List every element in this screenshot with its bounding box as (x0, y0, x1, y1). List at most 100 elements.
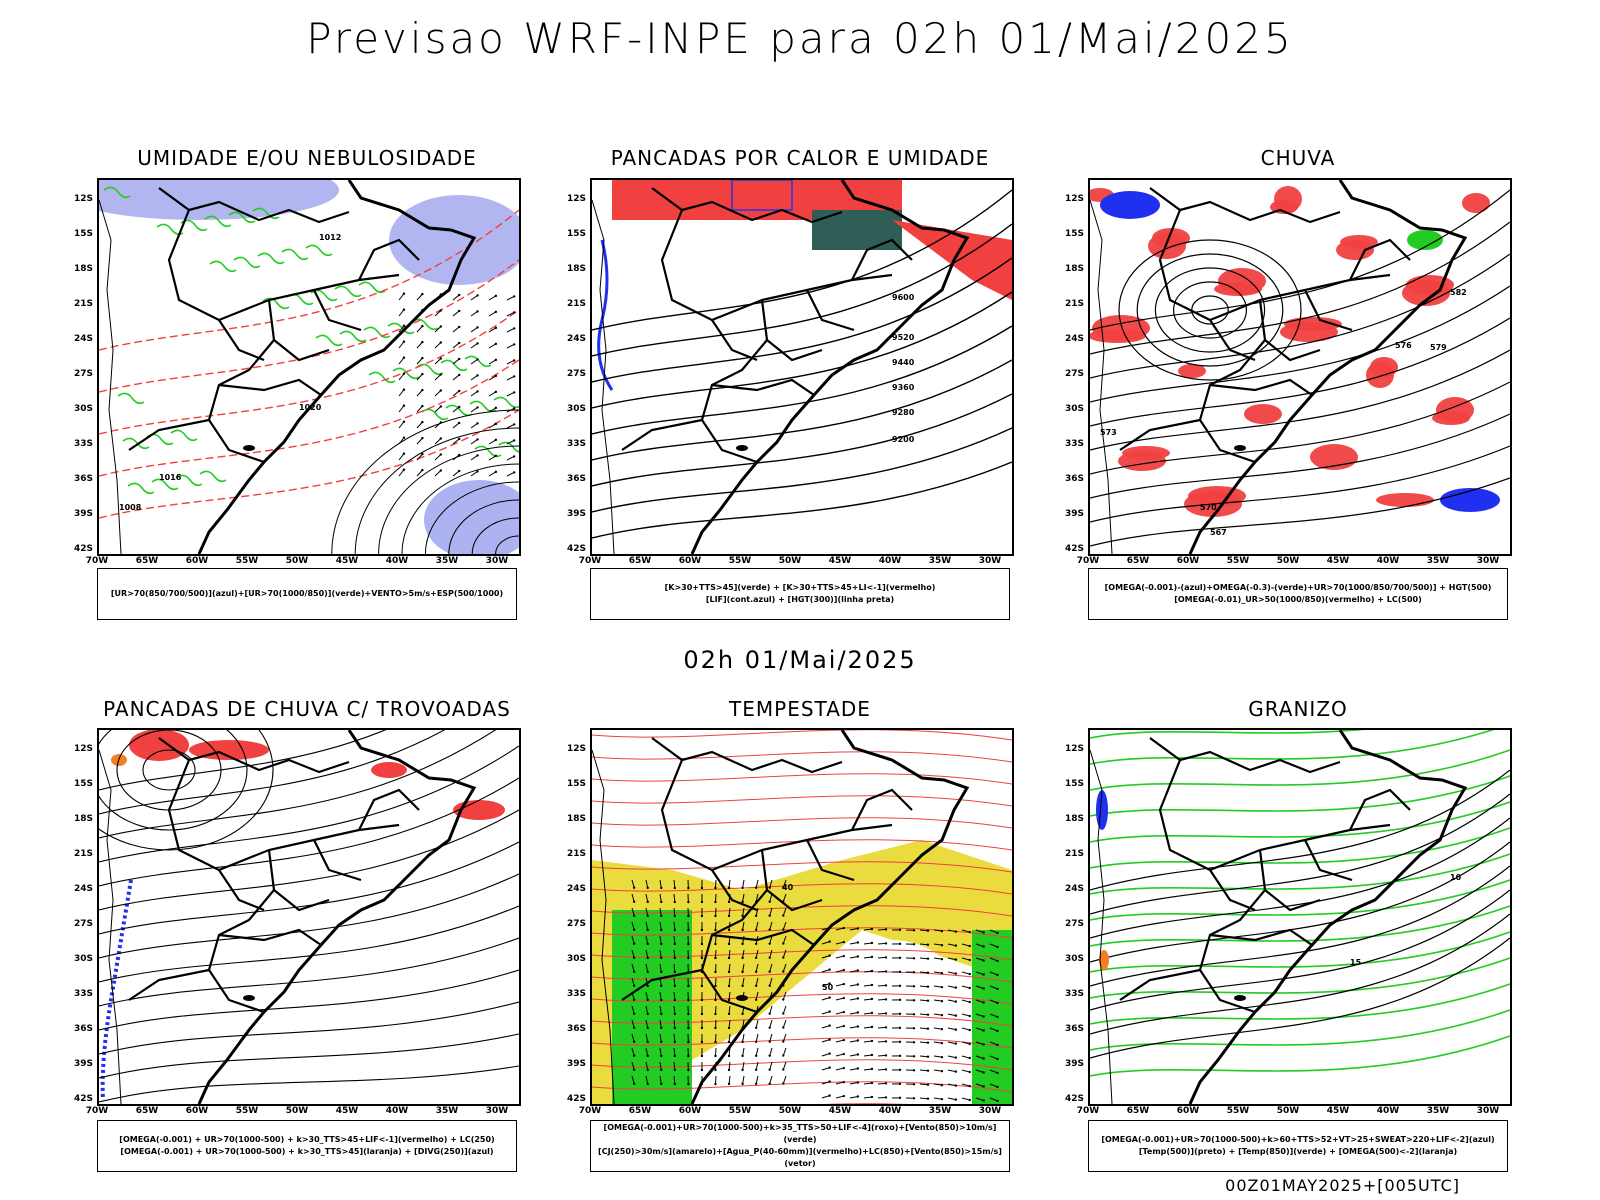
lon-tick-label: 70W (578, 556, 602, 566)
legend-line: [LIF](cont.azul) + [HGT(300)](linha pret… (705, 595, 895, 604)
lon-tick-label: 65W (628, 556, 652, 566)
lon-tick-label: 35W (928, 556, 952, 566)
panel-legend: [UR>70(850/700/500)](azul)+[UR>70(1000/8… (97, 568, 517, 620)
contour-label: 40 (782, 883, 794, 892)
lat-tick-label: 30S (73, 954, 93, 964)
lat-tick-label: 15S (1064, 229, 1084, 239)
lon-tick-label: 35W (435, 1106, 459, 1116)
lon-tick-label: 35W (435, 556, 459, 566)
panel-title: CHUVA (1260, 146, 1336, 170)
contour-label: 9600 (892, 293, 915, 302)
lat-tick-label: 21S (73, 849, 93, 859)
lat-tick-label: 42S (566, 1094, 586, 1104)
lon-tick-label: 55W (1226, 556, 1250, 566)
panel-title: TEMPESTADE (729, 697, 871, 721)
main-title: Previsao WRF-INPE para 02h 01/Mai/2025 (306, 14, 1294, 63)
lat-tick-label: 15S (73, 229, 93, 239)
lon-tick-label: 70W (578, 1106, 602, 1116)
panel-title: PANCADAS POR CALOR E UMIDADE (610, 146, 990, 170)
weather-map (97, 728, 521, 1106)
lat-tick-label: 12S (1064, 194, 1084, 204)
lon-tick-label: 70W (1076, 1106, 1100, 1116)
lat-tick-label: 12S (73, 744, 93, 754)
contour-label: 579 (1430, 343, 1447, 352)
lat-tick-label: 27S (73, 919, 93, 929)
lat-tick-label: 27S (73, 369, 93, 379)
panel-title: GRANIZO (1248, 697, 1348, 721)
lon-tick-label: 45W (335, 556, 359, 566)
lon-tick-label: 30W (485, 1106, 509, 1116)
lat-tick-label: 12S (1064, 744, 1084, 754)
weather-map: 9600 9520 9440 9360 9280 9200 (590, 178, 1014, 556)
contour-label: 1012 (319, 233, 341, 242)
lat-tick-label: 18S (566, 264, 586, 274)
lat-tick-label: 33S (1064, 439, 1084, 449)
lat-tick-label: 33S (1064, 989, 1084, 999)
lon-tick-label: 35W (1426, 556, 1450, 566)
lon-tick-label: 60W (1176, 556, 1200, 566)
lon-tick-label: 40W (878, 1106, 902, 1116)
lat-tick-label: 39S (73, 1059, 93, 1069)
lat-tick-label: 21S (566, 299, 586, 309)
lon-tick-label: 45W (1326, 1106, 1350, 1116)
lat-tick-label: 33S (73, 439, 93, 449)
lat-tick-label: 18S (566, 814, 586, 824)
map-graphic: 40 50 (592, 730, 1012, 1104)
lat-tick-label: 39S (73, 509, 93, 519)
lon-tick-label: 70W (85, 1106, 109, 1116)
contour-label: 582 (1450, 288, 1467, 297)
lat-tick-label: 27S (1064, 919, 1084, 929)
lat-tick-label: 39S (566, 1059, 586, 1069)
lon-tick-label: 50W (1276, 1106, 1300, 1116)
lat-tick-label: 30S (566, 404, 586, 414)
lon-tick-label: 30W (1476, 1106, 1500, 1116)
lat-tick-label: 42S (1064, 544, 1084, 554)
lat-tick-label: 24S (566, 334, 586, 344)
contour-label: 1016 (159, 473, 182, 482)
lon-tick-label: 40W (385, 1106, 409, 1116)
lat-tick-label: 24S (566, 884, 586, 894)
lat-tick-label: 33S (566, 439, 586, 449)
lon-tick-label: 30W (978, 556, 1002, 566)
weather-map: 1012 1016 1020 1008 (97, 178, 521, 556)
panel-title: PANCADAS DE CHUVA C/ TROVOADAS (103, 697, 511, 721)
lat-tick-label: 18S (73, 264, 93, 274)
contour-label: 567 (1210, 528, 1227, 537)
lat-tick-label: 15S (566, 779, 586, 789)
lon-tick-label: 45W (828, 556, 852, 566)
lat-tick-label: 12S (566, 194, 586, 204)
lat-tick-label: 33S (73, 989, 93, 999)
contour-label: 9280 (892, 408, 915, 417)
contour-label: 573 (1100, 428, 1117, 437)
lat-tick-label: 39S (1064, 1059, 1084, 1069)
lat-tick-label: 15S (73, 779, 93, 789)
lon-tick-label: 65W (1126, 556, 1150, 566)
map-graphic (99, 730, 519, 1104)
legend-line: [OMEGA(-0.001)+UR>70(1000-500)+k>60+TTS>… (1101, 1135, 1495, 1144)
lat-tick-label: 27S (566, 369, 586, 379)
lon-tick-label: 60W (678, 556, 702, 566)
contour-label: 1020 (299, 403, 322, 412)
lat-tick-label: 24S (1064, 884, 1084, 894)
lon-tick-label: 65W (135, 1106, 159, 1116)
lat-tick-label: 15S (566, 229, 586, 239)
lat-tick-label: 18S (1064, 814, 1084, 824)
lat-tick-label: 27S (566, 919, 586, 929)
lat-tick-label: 30S (73, 404, 93, 414)
lat-tick-label: 36S (566, 1024, 586, 1034)
lon-tick-label: 30W (485, 556, 509, 566)
contour-label: 9200 (892, 435, 915, 444)
lon-tick-label: 30W (978, 1106, 1002, 1116)
lon-tick-label: 40W (1376, 1106, 1400, 1116)
panel-legend: [OMEGA(-0.001)+UR>70(1000-500)+k>35_TTS>… (590, 1120, 1010, 1172)
panel-legend: [OMEGA(-0.001) + UR>70(1000-500) + k>30_… (97, 1120, 517, 1172)
panel-title: UMIDADE E/OU NEBULOSIDADE (137, 146, 477, 170)
legend-line: [OMEGA(-0.01)_UR>50(1000/850)(vermelho) … (1174, 595, 1422, 604)
lat-tick-label: 42S (1064, 1094, 1084, 1104)
lon-tick-label: 40W (385, 556, 409, 566)
lat-tick-label: 30S (566, 954, 586, 964)
panel-legend: [OMEGA(-0.001)-(azul)+OMEGA(-0.3)-(verde… (1088, 568, 1508, 620)
legend-line: [OMEGA(-0.001)+UR>70(1000-500)+k>35_TTS>… (603, 1123, 997, 1144)
lon-tick-label: 40W (1376, 556, 1400, 566)
lat-tick-label: 36S (73, 474, 93, 484)
